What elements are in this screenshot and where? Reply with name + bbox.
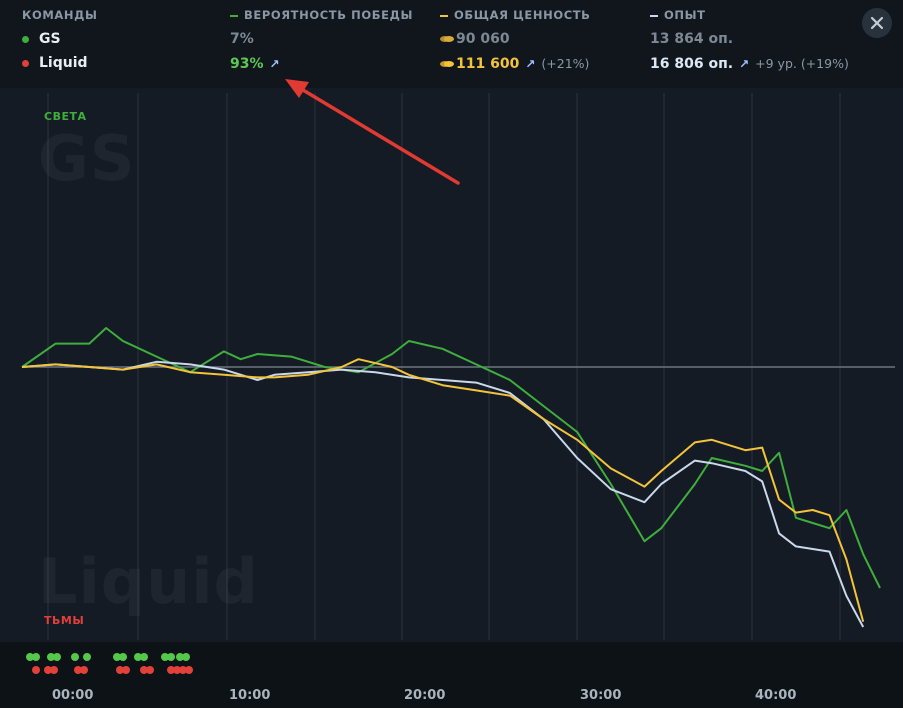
close-button[interactable] [862, 8, 892, 38]
xp-series-line [21, 360, 865, 628]
radiant-event-dot[interactable] [26, 653, 34, 661]
teams-label: КОМАНДЫ [22, 8, 98, 22]
dire-event-dot[interactable] [80, 666, 88, 674]
networth-dash-icon [440, 14, 448, 17]
time-tick: 10:00 [229, 688, 271, 703]
top-team-watermark: GS [38, 122, 136, 195]
team-row-liquid: Liquid [22, 55, 88, 71]
winprob-dash-icon [230, 14, 238, 17]
dire-event-dot[interactable] [32, 666, 40, 674]
dire-event-dot[interactable] [122, 666, 130, 674]
dire-event-dot[interactable] [146, 666, 154, 674]
radiant-event-dot[interactable] [161, 653, 169, 661]
xp-label: ОПЫТ [650, 8, 706, 22]
gs-networth: 90 060 [440, 31, 510, 47]
radiant-event-dot[interactable] [119, 653, 127, 661]
time-tick: 20:00 [404, 688, 446, 703]
gold-coins-icon [440, 36, 454, 42]
team-row-gs: GS [22, 31, 61, 47]
radiant-event-dot[interactable] [113, 653, 121, 661]
liquid-winprob: 93% ↗ [230, 56, 280, 72]
radiant-event-dot[interactable] [176, 653, 184, 661]
radiant-event-dot[interactable] [32, 653, 40, 661]
event-timeline [0, 642, 903, 708]
time-tick: 00:00 [52, 688, 94, 703]
time-tick: 40:00 [755, 688, 797, 703]
dire-event-dot[interactable] [44, 666, 52, 674]
liquid-networth: 111 600 ↗ (+21%) [440, 56, 589, 72]
radiant-event-dot[interactable] [83, 653, 91, 661]
dire-event-dot[interactable] [173, 666, 181, 674]
radiant-event-dot[interactable] [47, 653, 55, 661]
dire-event-dot[interactable] [179, 666, 187, 674]
team-color-dot [22, 35, 29, 43]
dire-event-dot[interactable] [74, 666, 82, 674]
bottom-team-watermark: Liquid [38, 545, 259, 618]
arrow-up-right-icon: ↗ [525, 57, 536, 71]
chart-series [21, 327, 881, 628]
radiant-event-dot[interactable] [140, 653, 148, 661]
networth-label: ОБЩАЯ ЦЕННОСТЬ [440, 8, 591, 22]
time-tick: 30:00 [580, 688, 622, 703]
radiant-event-dot[interactable] [71, 653, 79, 661]
dire-event-dot[interactable] [50, 666, 58, 674]
gs-xp: 13 864 оп. [650, 31, 734, 47]
radiant-event-dot[interactable] [134, 653, 142, 661]
dire-event-dot[interactable] [167, 666, 175, 674]
team-color-dot [22, 59, 29, 67]
stats-header: КОМАНДЫ ВЕРОЯТНОСТЬ ПОБЕДЫ ОБЩАЯ ЦЕННОСТ… [0, 0, 903, 95]
radiant-event-dot[interactable] [182, 653, 190, 661]
dire-event-dot[interactable] [185, 666, 193, 674]
dire-side-label: ТЬМЫ [44, 614, 85, 627]
gold-coins-icon [440, 61, 454, 67]
radiant-side-label: СВЕТА [44, 110, 87, 123]
dire-event-dot[interactable] [140, 666, 148, 674]
dire-event-dot[interactable] [116, 666, 124, 674]
winprob-series-line [21, 327, 881, 589]
radiant-event-dot[interactable] [167, 653, 175, 661]
close-icon [870, 16, 884, 30]
arrow-up-right-icon: ↗ [739, 57, 750, 71]
event-markers [26, 653, 193, 674]
radiant-event-dot[interactable] [53, 653, 61, 661]
networth-series-line [21, 358, 865, 623]
winprob-label: ВЕРОЯТНОСТЬ ПОБЕДЫ [230, 8, 413, 22]
gs-winprob: 7% [230, 31, 254, 47]
arrow-up-right-icon: ↗ [269, 57, 280, 71]
liquid-xp: 16 806 оп. ↗ +9 ур. (+19%) [650, 56, 849, 72]
advantage-chart-svg [21, 93, 895, 640]
xp-dash-icon [650, 14, 658, 17]
